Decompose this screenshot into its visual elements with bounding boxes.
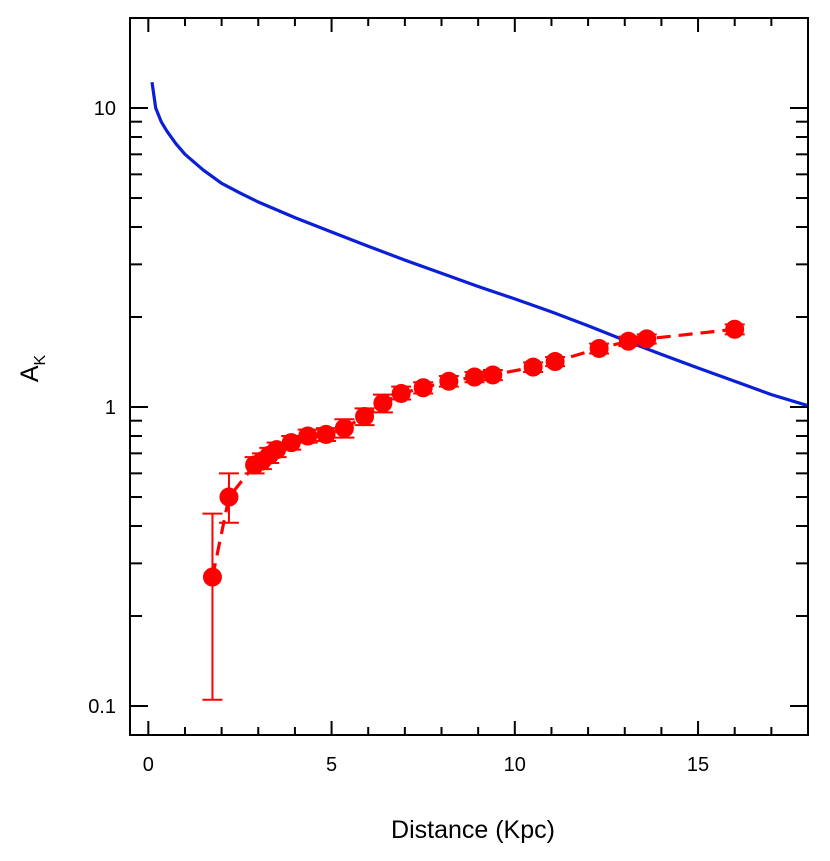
x-tick-label: 0 xyxy=(143,754,154,776)
x-axis-label: Distance (Kpc) xyxy=(391,816,555,844)
data-point xyxy=(483,365,503,385)
data-point xyxy=(219,487,239,507)
series-lines xyxy=(150,81,809,578)
data-point xyxy=(202,567,222,587)
y-tick-label: 10 xyxy=(94,98,116,120)
data-point xyxy=(439,371,459,391)
data-point xyxy=(391,383,411,403)
data-point xyxy=(637,329,657,349)
dashed-series-line xyxy=(210,327,735,578)
data-point xyxy=(523,357,543,377)
data-point xyxy=(618,331,638,351)
y-axis-label: AK xyxy=(16,354,49,382)
data-point xyxy=(464,367,484,387)
error-bar xyxy=(202,512,223,701)
data-point xyxy=(298,426,318,446)
x-tick-label: 15 xyxy=(687,754,709,776)
data-point xyxy=(334,418,354,438)
y-axis-label-main: A xyxy=(16,365,44,382)
plot-frame xyxy=(129,17,809,736)
x-tick-label: 10 xyxy=(504,754,526,776)
data-point xyxy=(589,338,609,358)
data-point xyxy=(373,393,393,413)
tick-labels: 0 5 10 15 0.1 1 10 xyxy=(88,98,709,776)
y-axis-label-subscript: K xyxy=(32,354,49,365)
data-point xyxy=(316,424,336,444)
data-point xyxy=(413,378,433,398)
x-tick-label: 5 xyxy=(326,754,337,776)
model-curve-line xyxy=(150,81,809,408)
data-points xyxy=(202,319,745,587)
y-tick-label: 1 xyxy=(105,397,116,419)
data-point xyxy=(545,351,565,371)
data-point xyxy=(355,406,375,426)
y-tick-label: 0.1 xyxy=(88,696,116,718)
data-point xyxy=(725,319,745,339)
data-point xyxy=(281,433,301,453)
